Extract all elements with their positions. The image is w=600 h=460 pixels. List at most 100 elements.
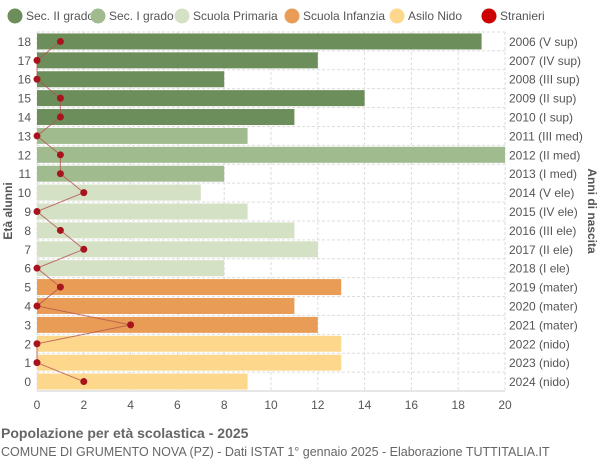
stranieri-point	[56, 283, 64, 291]
birth-year-label: 2012 (II med)	[509, 148, 580, 162]
bar-age-16	[37, 71, 225, 88]
bar-age-12	[37, 146, 505, 163]
age-label: 4	[24, 299, 31, 313]
age-label: 11	[19, 167, 32, 181]
legend-label: Sec. II grado	[26, 9, 94, 23]
age-label: 15	[18, 92, 32, 106]
bar-age-11	[37, 165, 225, 182]
bar-age-18	[37, 33, 482, 50]
stranieri-point	[80, 378, 88, 386]
bar-age-15	[37, 90, 365, 107]
stranieri-point	[33, 208, 41, 215]
age-label: 8	[24, 224, 31, 238]
x-tick-label: 4	[127, 398, 134, 412]
bar-age-14	[37, 109, 295, 126]
stranieri-point	[56, 94, 64, 102]
birth-year-label: 2018 (I ele)	[509, 262, 570, 276]
legend-marker	[90, 8, 106, 24]
x-tick-label: 20	[498, 398, 512, 412]
age-label: 16	[18, 73, 32, 87]
bar-age-7	[37, 241, 318, 258]
legend-label: Stranieri	[500, 9, 545, 23]
x-tick-label: 18	[452, 398, 466, 412]
legend-marker	[284, 8, 300, 24]
age-label: 2	[24, 337, 31, 351]
birth-year-label: 2023 (nido)	[509, 356, 570, 370]
stranieri-point	[56, 37, 64, 45]
y-axis-right-title: Anni di nascita	[585, 168, 599, 254]
birth-year-label: 2022 (nido)	[509, 337, 570, 351]
age-label: 7	[24, 243, 31, 257]
bar-age-13	[37, 127, 248, 144]
birth-year-label: 2019 (mater)	[509, 281, 578, 295]
age-label: 3	[24, 318, 31, 332]
bar-age-4	[37, 297, 295, 314]
legend-marker	[481, 8, 497, 24]
birth-year-label: 2014 (V ele)	[509, 186, 574, 200]
age-label: 0	[24, 375, 31, 389]
x-tick-label: 6	[174, 398, 181, 412]
bar-age-5	[37, 279, 342, 296]
legend-label: Asilo Nido	[408, 9, 462, 23]
birth-year-label: 2013 (I med)	[509, 167, 577, 181]
legend-marker	[174, 8, 190, 24]
legend-label: Sec. I grado	[109, 9, 174, 23]
birth-year-label: 2021 (mater)	[509, 318, 578, 332]
birth-year-label: 2006 (V sup)	[509, 35, 578, 49]
stranieri-point	[33, 132, 41, 140]
bar-age-17	[37, 52, 318, 69]
stranieri-point	[127, 321, 135, 329]
stranieri-point	[33, 302, 41, 310]
stranieri-point	[56, 151, 64, 159]
x-tick-label: 16	[405, 398, 419, 412]
stranieri-point	[33, 75, 41, 83]
x-tick-label: 10	[264, 398, 278, 412]
age-label: 5	[24, 281, 31, 295]
stranieri-point	[56, 170, 64, 178]
age-label: 17	[18, 54, 32, 68]
age-label: 12	[18, 148, 32, 162]
birth-year-label: 2024 (nido)	[509, 375, 570, 389]
x-tick-label: 8	[221, 398, 228, 412]
legend-label: Scuola Infanzia	[303, 9, 385, 23]
age-label: 13	[18, 129, 32, 143]
bar-age-10	[37, 184, 201, 201]
birth-year-label: 2008 (III sup)	[509, 73, 580, 87]
legend-label: Scuola Primaria	[193, 9, 278, 23]
birth-year-label: 2011 (III med)	[509, 129, 583, 143]
bar-chart: 0 2 4 6 8 10 12 14 16 18 2018 2006 (V sup)17 2007 (I…	[1, 8, 599, 412]
stranieri-point	[33, 264, 41, 272]
y-axis-title: Età alunni	[1, 182, 15, 239]
bar-age-1	[37, 354, 342, 371]
age-label: 9	[24, 205, 31, 219]
x-tick-label: 14	[358, 398, 372, 412]
birth-year-label: 2016 (III ele)	[509, 224, 576, 238]
stranieri-point	[56, 113, 64, 121]
legend-marker	[7, 8, 23, 24]
stranieri-point	[56, 226, 64, 234]
chart-title: Popolazione per età scolastica - 2025	[1, 425, 249, 441]
birth-year-label: 2017 (II ele)	[509, 243, 573, 257]
bar-age-8	[37, 222, 295, 239]
age-label: 6	[24, 262, 31, 276]
stranieri-point	[33, 340, 41, 348]
birth-year-label: 2007 (IV sup)	[509, 54, 581, 68]
x-tick-label: 12	[311, 398, 325, 412]
bar-age-0	[37, 373, 248, 390]
legend-marker	[389, 8, 405, 24]
age-label: 10	[18, 186, 32, 200]
bar-age-3	[37, 316, 318, 333]
birth-year-label: 2010 (I sup)	[509, 111, 573, 125]
age-label: 1	[24, 356, 31, 370]
bar-age-6	[37, 260, 225, 277]
chart-subtitle: COMUNE DI GRUMENTO NOVA (PZ) - Dati ISTA…	[1, 445, 550, 459]
age-label: 14	[18, 111, 32, 125]
x-tick-label: 2	[80, 398, 87, 412]
bar-age-2	[37, 335, 342, 352]
stranieri-point	[33, 359, 41, 367]
bar-age-9	[37, 203, 248, 220]
birth-year-label: 2020 (mater)	[509, 299, 578, 313]
stranieri-point	[33, 56, 41, 64]
birth-year-label: 2015 (IV ele)	[509, 205, 578, 219]
